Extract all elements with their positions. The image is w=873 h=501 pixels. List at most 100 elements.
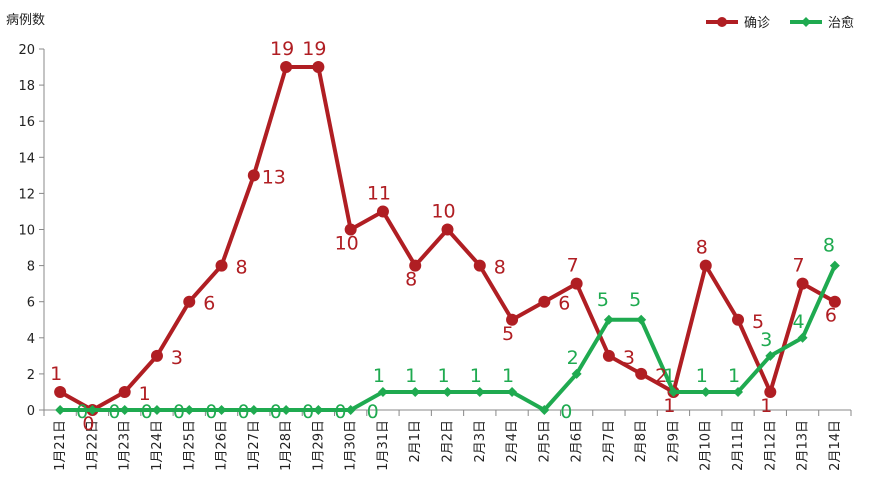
data-point	[603, 314, 614, 325]
data-point	[635, 367, 648, 380]
data-point	[699, 259, 712, 272]
x-tick-label: 1月31日	[376, 420, 391, 471]
x-tick-label: 2月6日	[570, 420, 585, 463]
data-point	[764, 385, 777, 398]
y-tick-label: 18	[18, 79, 35, 94]
x-tick-label: 2月2日	[441, 420, 456, 463]
x-tick-label: 1月24日	[150, 420, 165, 471]
y-tick-label: 20	[18, 43, 35, 58]
data-label: 5	[629, 289, 641, 311]
y-tick-label: 4	[27, 332, 35, 347]
data-label: 6	[825, 305, 837, 327]
y-tick-label: 0	[27, 404, 35, 419]
x-tick-label: 1月27日	[247, 420, 262, 471]
x-tick-label: 1月30日	[344, 420, 359, 471]
data-point	[247, 169, 260, 182]
data-point	[377, 386, 388, 397]
data-point	[506, 313, 519, 326]
data-label: 19	[270, 38, 294, 60]
data-point	[344, 223, 357, 236]
data-point	[54, 385, 67, 398]
data-point	[473, 259, 486, 272]
data-label: 0	[367, 401, 379, 423]
series-confirmed	[54, 61, 841, 416]
data-label: 0	[205, 401, 217, 423]
data-label: 3	[623, 347, 635, 369]
x-tick-label: 1月28日	[279, 420, 294, 471]
y-tick-label: 2	[27, 368, 35, 383]
data-label: 8	[696, 237, 708, 259]
data-label: 5	[752, 311, 764, 333]
data-point	[118, 385, 131, 398]
x-axis: 1月21日 1月22日 1月23日 1月24日 1月25日 1月26日 1月27日 1月28日…	[43, 409, 852, 471]
data-label: 11	[367, 182, 391, 204]
data-point	[87, 405, 98, 415]
data-point	[312, 61, 325, 74]
data-label: 1	[139, 383, 151, 405]
y-tick-label: 10	[18, 224, 35, 239]
data-label: 1	[663, 395, 675, 417]
legend-label: 确诊	[744, 16, 770, 31]
y-tick-label: 14	[18, 151, 35, 166]
data-label: 5	[502, 323, 514, 345]
data-label: 1	[728, 365, 740, 387]
data-point	[636, 314, 647, 325]
x-tick-label: 1月29日	[311, 420, 326, 471]
legend-label: 治愈	[828, 16, 854, 31]
data-label: 6	[203, 293, 215, 315]
data-point	[602, 349, 615, 362]
data-point	[474, 386, 485, 397]
x-tick-label: 2月5日	[537, 420, 552, 463]
x-tick-label: 2月7日	[602, 420, 617, 463]
y-tick-label: 8	[27, 260, 35, 275]
data-point	[151, 405, 162, 415]
data-point	[539, 405, 550, 415]
y-axis: 0 2 4 6 8 10 12 14 16 18 20	[18, 43, 45, 419]
data-label: 7	[793, 255, 805, 277]
series-layer	[54, 61, 841, 416]
data-point	[538, 295, 551, 308]
x-tick-label: 1月26日	[215, 420, 230, 471]
data-point	[796, 277, 809, 290]
x-tick-label: 2月1日	[408, 420, 423, 463]
data-label: 10	[335, 233, 359, 255]
data-label: 8	[823, 235, 835, 257]
data-label: 1	[470, 365, 482, 387]
data-label: 19	[302, 38, 326, 60]
data-label: 0	[76, 401, 88, 423]
data-label: 10	[431, 201, 455, 223]
data-point	[733, 386, 744, 397]
data-label: 4	[793, 311, 805, 333]
y-axis-label: 病例数	[6, 13, 45, 28]
data-label: 2	[655, 365, 667, 387]
data-label: 1	[373, 365, 385, 387]
data-label: 8	[405, 269, 417, 291]
x-tick-label: 2月8日	[634, 420, 649, 463]
legend-entry: 治愈	[790, 16, 854, 31]
y-tick-label: 6	[27, 296, 35, 311]
data-label: 1	[502, 365, 514, 387]
data-label: 3	[760, 329, 772, 351]
x-tick-label: 2月4日	[505, 420, 520, 463]
x-tick-label: 2月3日	[473, 420, 488, 463]
data-point	[345, 405, 356, 415]
x-tick-label: 1月25日	[182, 420, 197, 471]
data-label: 1	[50, 363, 62, 385]
x-tick-label: 1月21日	[53, 420, 68, 471]
data-point	[828, 295, 841, 308]
data-point	[184, 405, 195, 415]
data-point	[765, 350, 776, 361]
x-tick-label: 2月10日	[699, 420, 714, 471]
data-label: 8	[235, 257, 247, 279]
legend: 确诊 治愈	[706, 16, 854, 31]
data-label: 8	[494, 257, 506, 279]
data-point	[700, 386, 711, 397]
data-point	[410, 386, 421, 397]
data-label: 0	[173, 401, 185, 423]
data-label: 1	[760, 395, 772, 417]
data-point	[183, 295, 196, 308]
data-label: 0	[82, 413, 94, 435]
data-point	[409, 259, 422, 272]
data-point	[281, 405, 292, 415]
